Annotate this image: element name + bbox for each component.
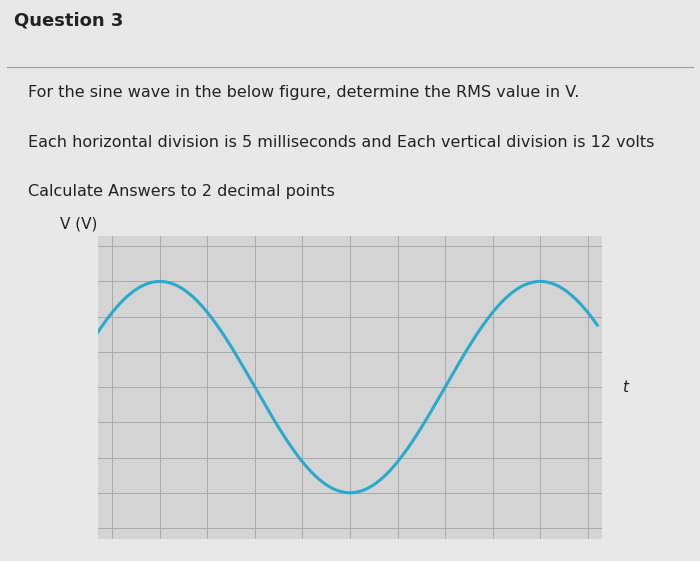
Text: Each horizontal division is 5 milliseconds and Each vertical division is 12 volt: Each horizontal division is 5 millisecon… (28, 135, 654, 150)
Text: V (V): V (V) (60, 217, 97, 231)
Text: t: t (622, 380, 628, 394)
Text: For the sine wave in the below figure, determine the RMS value in V.: For the sine wave in the below figure, d… (28, 85, 580, 100)
Text: Calculate Answers to 2 decimal points: Calculate Answers to 2 decimal points (28, 184, 335, 199)
Text: Question 3: Question 3 (14, 11, 123, 29)
